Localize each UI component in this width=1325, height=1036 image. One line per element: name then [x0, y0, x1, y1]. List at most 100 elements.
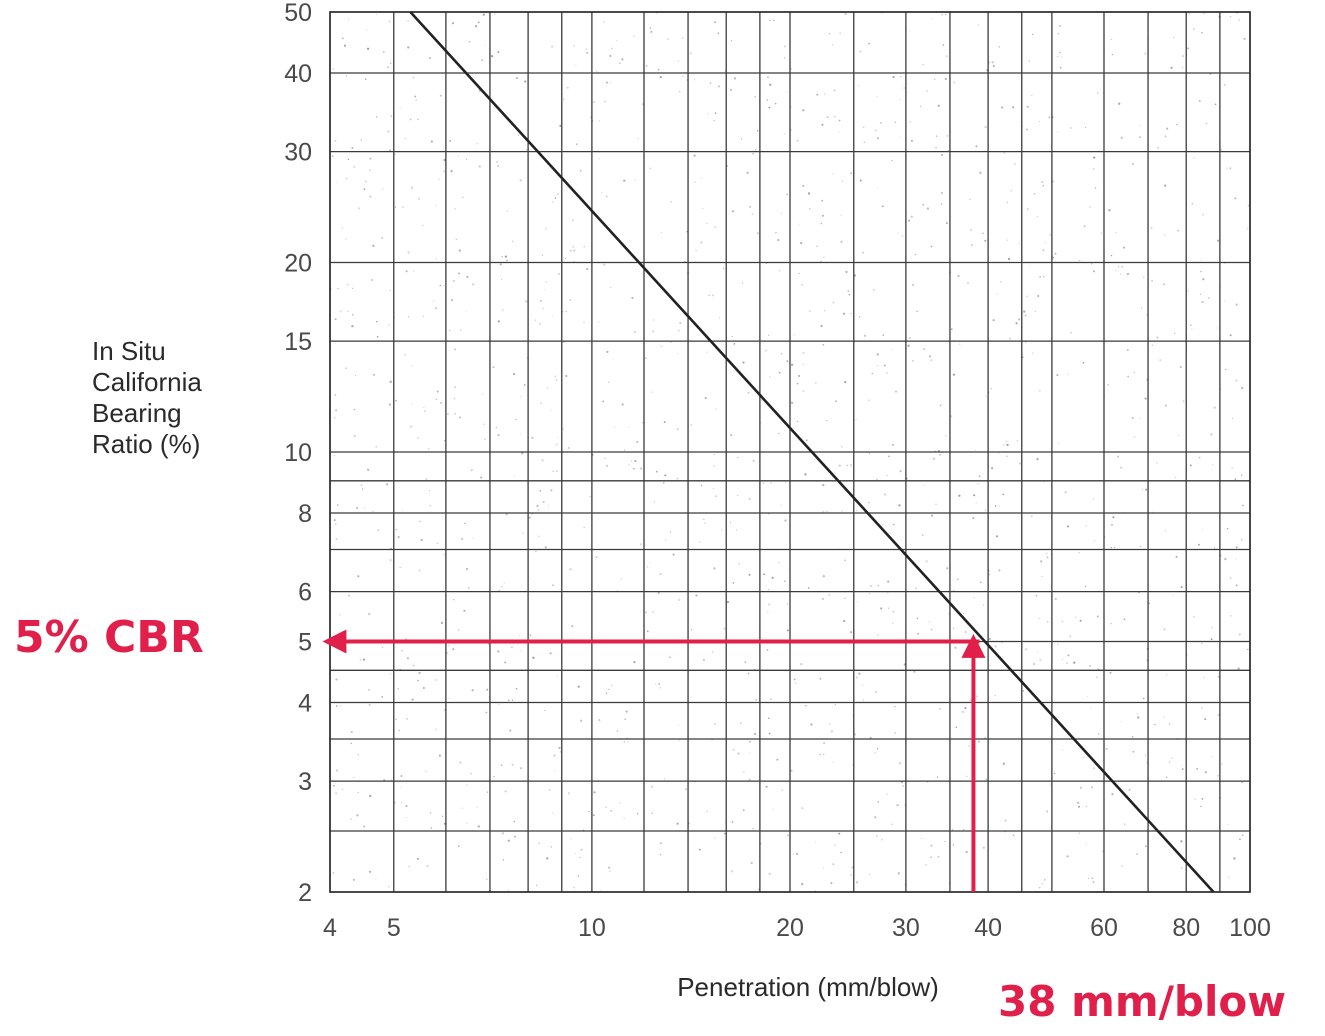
- speckle-dot: [1085, 524, 1088, 527]
- speckle-dot: [406, 718, 408, 720]
- speckle-dot: [1216, 327, 1219, 329]
- speckle-dot: [388, 403, 391, 406]
- speckle-dot: [891, 443, 894, 446]
- speckle-dot: [795, 852, 799, 856]
- speckle-dot: [1088, 877, 1090, 880]
- speckle-dot: [935, 503, 937, 505]
- speckle-dot: [369, 169, 371, 171]
- speckle-dot: [946, 135, 949, 137]
- speckle-dot: [994, 505, 997, 507]
- speckle-dot: [1200, 706, 1203, 709]
- speckle-dot: [570, 250, 572, 252]
- speckle-dot: [1168, 761, 1171, 763]
- speckle-dot: [621, 403, 624, 406]
- speckle-dot: [824, 93, 826, 96]
- speckle-dot: [375, 878, 377, 880]
- speckle-dot: [786, 91, 788, 93]
- speckle-dot: [459, 416, 462, 419]
- speckle-dot: [682, 37, 684, 40]
- speckle-dot: [695, 594, 698, 597]
- speckle-dot: [876, 95, 878, 98]
- speckle-dot: [435, 728, 437, 731]
- speckle-dot: [634, 179, 636, 181]
- speckle-dot: [1133, 371, 1135, 374]
- speckle-dot: [713, 465, 716, 467]
- speckle-dot: [633, 330, 637, 334]
- speckle-dot: [748, 573, 751, 576]
- series-layer: [409, 11, 1215, 893]
- speckle-dot: [992, 319, 995, 322]
- speckle-dot: [1069, 635, 1072, 638]
- speckle-dot: [430, 140, 434, 143]
- speckle-dot: [612, 358, 614, 360]
- speckle-dot: [660, 345, 662, 347]
- speckle-dot: [915, 587, 917, 589]
- speckle-dot: [610, 286, 612, 288]
- speckle-dot: [345, 177, 348, 180]
- speckle-dot: [1238, 633, 1241, 636]
- speckle-dot: [1048, 116, 1051, 119]
- speckle-dot: [611, 47, 613, 49]
- speckle-dot: [970, 229, 972, 231]
- speckle-dot: [554, 197, 557, 199]
- speckle-dot: [973, 494, 976, 497]
- speckle-dot: [448, 697, 450, 700]
- speckle-dot: [498, 703, 500, 706]
- speckle-dot: [1177, 229, 1180, 232]
- speckle-dot: [428, 489, 431, 492]
- speckle-dot: [454, 348, 457, 351]
- speckle-dot: [598, 321, 600, 323]
- speckle-dot: [874, 691, 877, 693]
- speckle-dot: [868, 501, 870, 504]
- speckle-dot: [909, 121, 911, 123]
- speckle-dot: [460, 537, 464, 540]
- speckle-dot: [969, 198, 971, 201]
- speckle-dot: [1201, 642, 1203, 644]
- speckle-dot: [497, 165, 499, 167]
- speckle-dot: [1042, 185, 1045, 187]
- speckle-dot: [608, 381, 610, 383]
- speckle-dot: [602, 400, 605, 403]
- speckle-dot: [730, 434, 733, 437]
- speckle-dot: [477, 21, 480, 24]
- speckle-dot: [1139, 417, 1141, 419]
- speckle-dot: [1028, 60, 1030, 62]
- speckle-dot: [1017, 318, 1021, 321]
- speckle-dot: [1182, 55, 1184, 57]
- speckle-dot: [408, 866, 410, 868]
- speckle-dot: [984, 736, 987, 739]
- speckle-dot: [1061, 620, 1063, 622]
- speckle-dot: [351, 146, 354, 149]
- speckle-dot: [389, 149, 392, 152]
- speckle-dot: [823, 741, 826, 745]
- speckle-dot: [714, 454, 716, 456]
- speckle-dot: [977, 740, 981, 743]
- speckle-dot: [481, 59, 484, 62]
- speckle-dot: [441, 815, 444, 817]
- speckle-dot: [838, 131, 840, 133]
- speckle-dot: [940, 203, 943, 205]
- speckle-dot: [780, 504, 782, 507]
- speckle-dot: [400, 775, 403, 777]
- speckle-dot: [389, 62, 392, 64]
- speckle-dot: [658, 682, 661, 686]
- speckle-dot: [1120, 466, 1123, 469]
- speckle-dot: [344, 238, 347, 240]
- speckle-dot: [538, 842, 540, 845]
- speckle-dot: [435, 258, 437, 260]
- speckle-dot: [551, 812, 553, 814]
- speckle-dot: [838, 832, 841, 835]
- speckle-dot: [439, 94, 442, 97]
- speckle-dot: [887, 580, 890, 583]
- speckle-dot: [352, 878, 355, 881]
- speckle-dot: [682, 75, 684, 77]
- speckle-dot: [459, 761, 462, 764]
- speckle-dot: [422, 224, 424, 226]
- speckle-dot: [1109, 672, 1112, 674]
- speckle-dot: [930, 245, 933, 248]
- speckle-dot: [714, 112, 717, 115]
- speckle-dot: [598, 719, 601, 721]
- speckle-dot: [490, 54, 494, 58]
- speckle-dot: [1082, 756, 1084, 758]
- speckle-dot: [1096, 676, 1098, 678]
